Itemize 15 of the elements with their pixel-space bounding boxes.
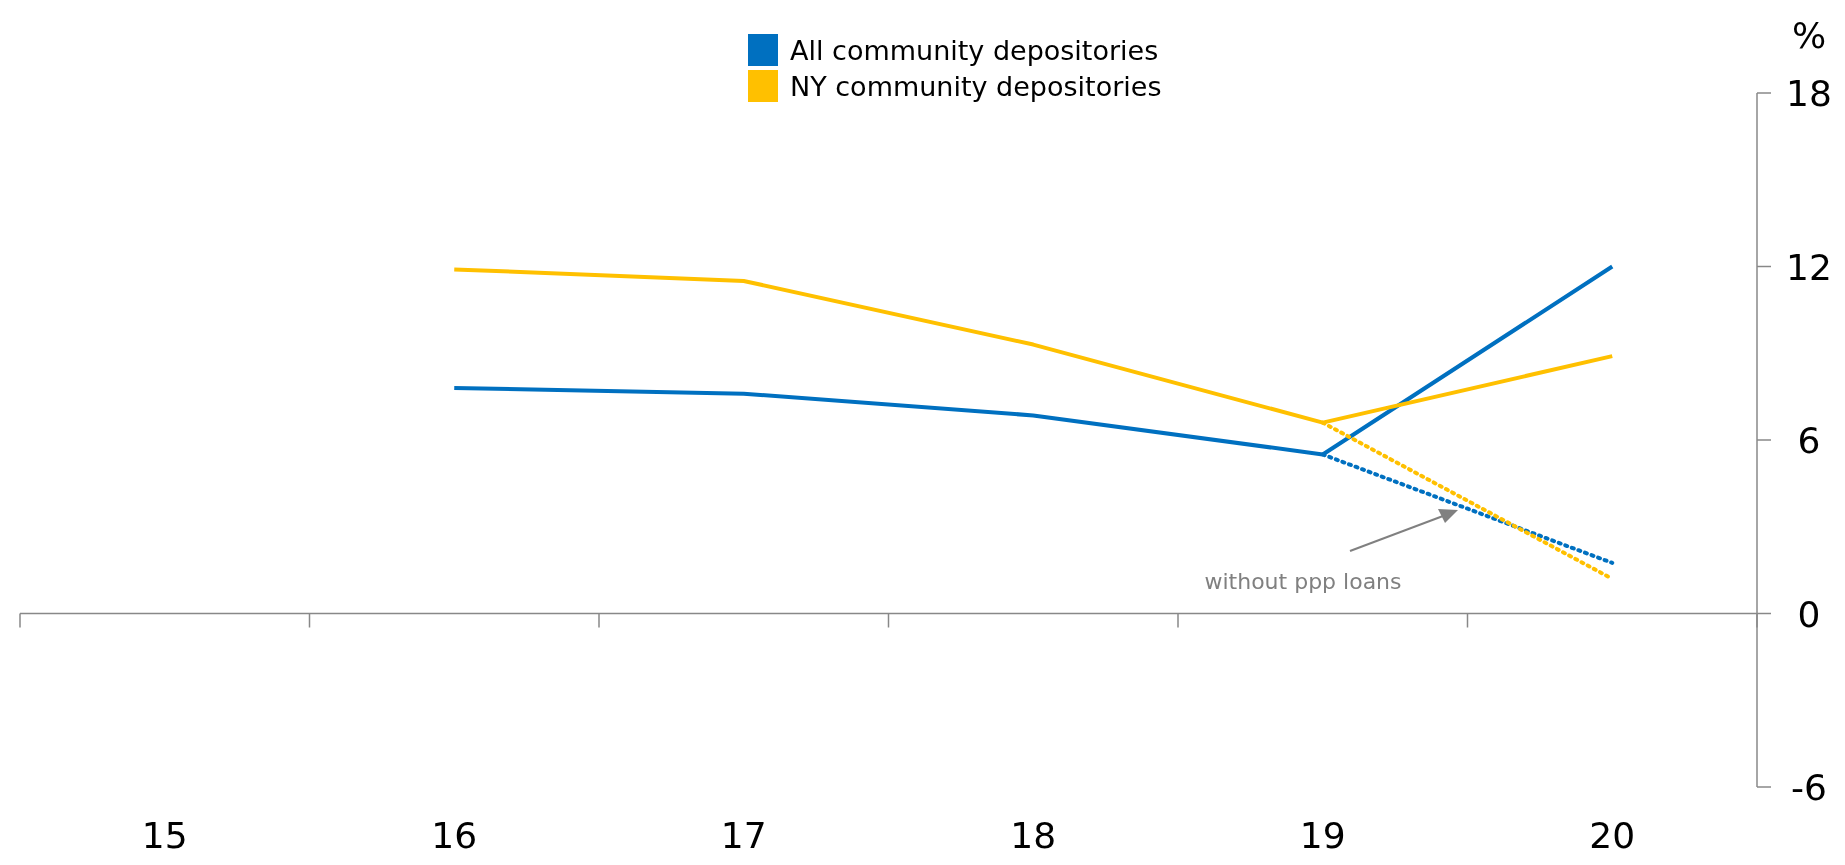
y-axis-title: % — [1791, 15, 1827, 56]
legend-label: NY community depositories — [790, 71, 1162, 102]
y-tick-label: 6 — [1797, 420, 1821, 461]
y-tick-label: -6 — [1791, 767, 1827, 808]
y-tick-label: 12 — [1786, 246, 1832, 288]
legend-label: All community depositories — [790, 35, 1159, 66]
x-tick-label: 17 — [720, 815, 767, 856]
y-tick-label: 0 — [1797, 593, 1821, 635]
x-tick-label: 18 — [1010, 815, 1057, 856]
x-tick-label: 19 — [1299, 815, 1346, 856]
y-tick-label: 18 — [1786, 73, 1832, 114]
x-tick-label: 20 — [1589, 815, 1636, 856]
x-tick-label: 15 — [141, 815, 188, 856]
annotation: without ppp loans — [1204, 569, 1402, 594]
x-tick-label: 16 — [431, 815, 478, 856]
